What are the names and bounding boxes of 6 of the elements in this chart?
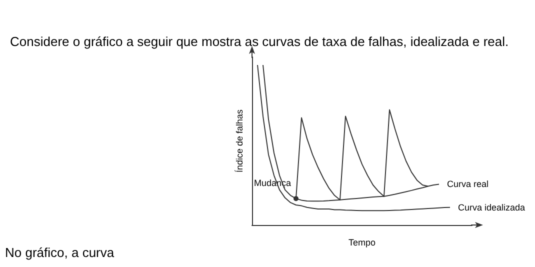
text: No gráfico, a curva xyxy=(5,245,115,260)
y-axis-title: Índice de falhas xyxy=(234,108,244,173)
series-label: Curva idealizada xyxy=(458,202,526,212)
x-axis-title: Tempo xyxy=(348,237,376,248)
series-label: Curva real xyxy=(447,179,489,190)
chart-title: Considere o gráfico a seguir que mostra as curvas de taxa de falhas, idealizada e real. xyxy=(10,34,509,49)
